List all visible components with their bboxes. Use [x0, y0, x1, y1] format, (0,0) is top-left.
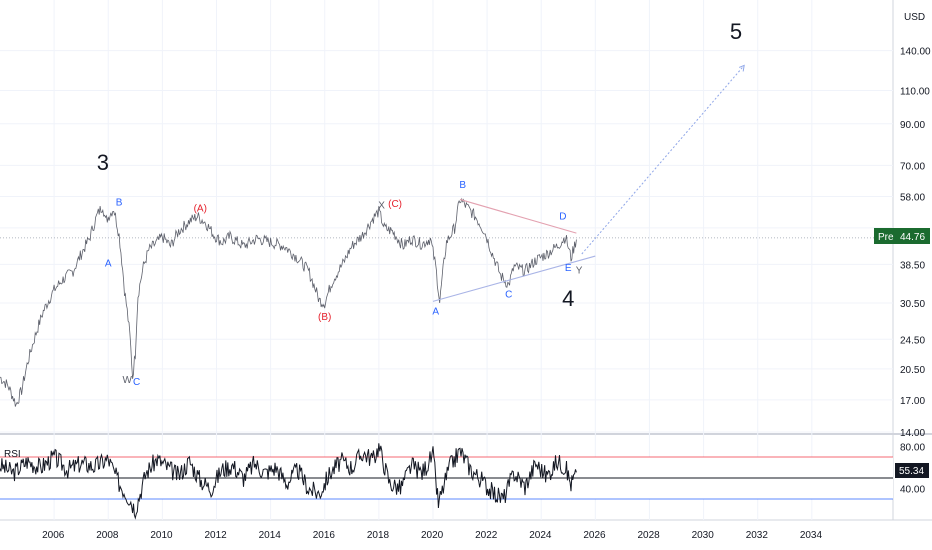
time-tick-label[interactable]: 2016 — [313, 530, 336, 541]
price-tick-label[interactable]: 20.50 — [900, 365, 925, 376]
rsi-tick-label[interactable]: 40.00 — [900, 485, 925, 496]
time-tick-label[interactable]: 2020 — [421, 530, 444, 541]
wave-label[interactable]: 4 — [562, 286, 574, 311]
price-series — [0, 197, 893, 407]
time-tick-label[interactable]: 2026 — [583, 530, 606, 541]
price-tick-label[interactable]: 58.00 — [900, 193, 925, 204]
wave5-projection-line[interactable] — [581, 65, 745, 255]
price-tick-label[interactable]: 17.00 — [900, 396, 925, 407]
wave-label[interactable]: Y — [576, 265, 583, 276]
time-tick-label[interactable]: 2006 — [42, 530, 65, 541]
time-tick-label[interactable]: 2022 — [475, 530, 498, 541]
price-tick-label[interactable]: 30.50 — [900, 299, 925, 310]
price-tick-label[interactable]: 24.50 — [900, 335, 925, 346]
price-tick-label[interactable]: 14.00 — [900, 428, 925, 439]
price-tick-label[interactable]: 90.00 — [900, 120, 925, 131]
wave-label[interactable]: 3 — [97, 150, 109, 175]
price-tick-label[interactable]: 110.00 — [900, 87, 930, 98]
rsi-indicator-label[interactable]: RSI — [4, 449, 21, 460]
time-tick-label[interactable]: 2030 — [692, 530, 715, 541]
currency-label[interactable]: USD — [904, 12, 925, 23]
time-tick-label[interactable]: 2010 — [150, 530, 173, 541]
wave-label[interactable]: E — [565, 263, 572, 274]
price-axis[interactable]: 140.00 110.00 90.00 70.00 58.00 38.50 30.50 24.… — [900, 47, 931, 439]
wave-label[interactable]: C — [133, 377, 140, 388]
time-tick-label[interactable]: 2008 — [96, 530, 119, 541]
wave-label[interactable]: (B) — [318, 312, 331, 323]
triangle-trendline[interactable] — [432, 255, 596, 302]
wave-label[interactable]: D — [559, 211, 566, 222]
time-axis[interactable]: 2006 2008 2010 2012 2014 2016 2018 2020 2022 2024… — [42, 530, 822, 541]
price-tick-label[interactable]: 38.50 — [900, 260, 925, 271]
wave-label[interactable]: A — [105, 259, 112, 270]
price-line — [0, 197, 577, 407]
wave-label[interactable]: W — [122, 375, 132, 386]
wave-label[interactable]: X — [378, 200, 385, 211]
time-tick-label[interactable]: 2018 — [367, 530, 390, 541]
wave-label[interactable]: (C) — [388, 199, 402, 210]
rsi-tick-label[interactable]: 80.00 — [900, 443, 925, 454]
wave-label[interactable]: C — [505, 290, 512, 301]
time-tick-label[interactable]: 2028 — [637, 530, 660, 541]
wave-label[interactable]: B — [459, 180, 466, 191]
price-pane[interactable] — [0, 0, 893, 432]
wave-label[interactable]: A — [432, 306, 439, 317]
triangle-trendline[interactable] — [459, 198, 577, 234]
pre-market-label: Pre — [878, 232, 894, 243]
time-tick-label[interactable]: 2014 — [259, 530, 282, 541]
time-tick-label[interactable]: 2012 — [204, 530, 227, 541]
time-tick-label[interactable]: 2032 — [746, 530, 769, 541]
grid — [0, 0, 893, 520]
rsi-pane[interactable]: 80.00 40.00 — [0, 443, 925, 520]
rsi-value: 55.34 — [899, 466, 924, 477]
rsi-value-badge: 55.34 — [895, 463, 929, 478]
rsi-line — [0, 443, 577, 520]
last-price-badge: Pre 44.76 — [874, 228, 930, 244]
wave-label[interactable]: B — [116, 197, 123, 208]
wave-label[interactable]: (A) — [194, 203, 207, 214]
price-tick-label[interactable]: 140.00 — [900, 47, 931, 58]
time-tick-label[interactable]: 2034 — [800, 530, 823, 541]
price-tick-label[interactable]: 70.00 — [900, 161, 925, 172]
last-price-value: 44.76 — [900, 232, 925, 243]
time-tick-label[interactable]: 2024 — [529, 530, 552, 541]
projection-arrow-icon — [738, 64, 745, 72]
wave-label[interactable]: 5 — [730, 19, 742, 44]
